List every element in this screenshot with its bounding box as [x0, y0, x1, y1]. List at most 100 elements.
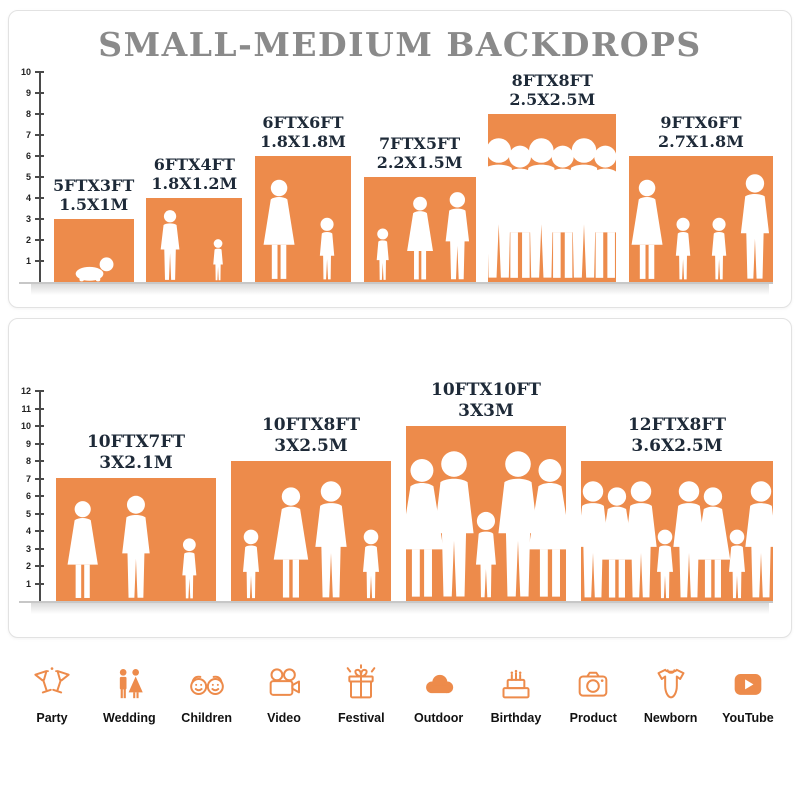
bar-label: 10FTX7FT 3X2.1M	[87, 432, 185, 473]
category-outdoor: Outdoor	[403, 664, 475, 725]
category-birthday: Birthday	[480, 664, 552, 725]
people-silhouettes	[242, 481, 380, 599]
ruler-tick-number: 10	[20, 421, 31, 431]
backdrop-bar	[146, 198, 243, 282]
backdrop-bar	[406, 426, 566, 601]
ruler-tick-number: 8	[25, 109, 31, 119]
ruler-tick: 5	[26, 509, 44, 519]
backdrop-size-infographic: SMALL-MEDIUM BACKDROPS 1 2 3 4 5 6 7 8 9 10 5FTX3…	[0, 10, 800, 725]
category-label: Newborn	[643, 711, 698, 725]
people-silhouettes	[631, 174, 769, 280]
size-m-label: 2.7X1.8M	[658, 131, 744, 151]
ruler-tick-number: 8	[25, 456, 31, 466]
size-ft-label: 8FTX8FT	[511, 70, 593, 90]
category-label: Wedding	[103, 711, 156, 725]
category-label: Outdoor	[413, 711, 464, 725]
ruler-tick: 2	[26, 235, 44, 245]
size-chart-large: 1 2 3 4 5 6 7 8 9 10 11 12 10FTX7FT 3X2.1M 10FTX8FT 3X…	[19, 375, 773, 603]
ruler-tick: 11	[21, 404, 44, 414]
backdrop-7ftx5ft: 7FTX5FT 2.2X1.5M	[363, 134, 476, 282]
ruler-tick-number: 7	[25, 473, 31, 484]
panel-large: 1 2 3 4 5 6 7 8 9 10 11 12 10FTX7FT 3X2.1M 10FTX8FT 3X…	[8, 318, 792, 638]
size-ft-label: 9FTX6FT	[660, 112, 742, 132]
people-silhouettes	[406, 451, 566, 598]
ruler-tick: 7	[26, 474, 44, 484]
bar-label: 7FTX5FT 2.2X1.5M	[377, 134, 463, 172]
backdrop-10ftx7ft: 10FTX7FT 3X2.1M	[56, 432, 216, 601]
backdrop-bar	[254, 156, 351, 282]
bar-label: 10FTX8FT 3X2.5M	[262, 415, 360, 456]
backdrop-10ftx8ft: 10FTX8FT 3X2.5M	[231, 415, 391, 601]
category-label: Festival	[338, 711, 385, 725]
ruler-tick-number: 12	[20, 386, 31, 396]
size-m-label: 3X2.1M	[99, 452, 173, 473]
ruler-tick-number: 6	[25, 151, 31, 161]
ruler-tick-number: 11	[21, 403, 31, 414]
ruler-tick: 6	[26, 151, 44, 161]
ruler-tick: 3	[26, 214, 44, 224]
ruler-tick: 9	[26, 439, 44, 449]
ruler-tick: 3	[26, 544, 44, 554]
size-chart-small-medium: 1 2 3 4 5 6 7 8 9 10 5FTX3FT 1.5X1M 6FTX4FT 1.8X1.2M…	[19, 66, 773, 284]
floor-shadow	[31, 284, 769, 295]
backdrop-bar	[488, 114, 617, 282]
people-silhouettes	[488, 138, 617, 278]
category-product: Product	[557, 664, 629, 725]
size-ft-label: 10FTX8FT	[261, 415, 361, 436]
ruler-tick: 10	[21, 421, 44, 431]
page-title: SMALL-MEDIUM BACKDROPS	[98, 25, 702, 64]
bar-label: 10FTX10FT 3X3M	[431, 380, 541, 421]
backdrop-bar	[53, 219, 134, 282]
backdrop-bar	[628, 156, 773, 282]
backdrop-9ftx6ft: 9FTX6FT 2.7X1.8M	[628, 113, 773, 282]
ruler-tick: 8	[26, 109, 44, 119]
ruler-tick-number: 10	[20, 67, 31, 77]
category-festival: Festival	[325, 664, 397, 725]
category-label: Birthday	[490, 711, 542, 725]
size-m-label: 2.2X1.5M	[376, 152, 463, 172]
ruler-tick-number: 1	[25, 578, 31, 589]
category-party: Party	[16, 664, 88, 725]
ruler-tick-number: 5	[25, 172, 31, 182]
backdrop-5ftx3ft: 5FTX3FT 1.5X1M	[53, 176, 134, 282]
ruler-tick-number: 3	[25, 214, 31, 224]
size-ft-label: 6FTX4FT	[153, 154, 235, 174]
people-silhouettes	[160, 210, 224, 281]
ruler-feet-scale: 1 2 3 4 5 6 7 8 9 10	[19, 67, 44, 282]
party-icon	[34, 667, 70, 694]
ruler-tick-number: 7	[25, 130, 31, 140]
ruler-tick: 9	[26, 88, 44, 98]
category-label: YouTube	[722, 711, 774, 725]
bar-label: 9FTX6FT 2.7X1.8M	[658, 113, 744, 151]
ruler-tick: 12	[21, 386, 44, 396]
size-ft-label: 7FTX5FT	[379, 133, 461, 153]
ruler-feet-scale: 1 2 3 4 5 6 7 8 9 10 11 12	[19, 386, 44, 601]
size-ft-label: 5FTX3FT	[53, 175, 135, 195]
category-label: Video	[267, 711, 301, 725]
category-video: Video	[248, 664, 320, 725]
size-m-label: 3.6X2.5M	[631, 435, 723, 456]
ruler-tick-number: 4	[25, 526, 31, 536]
outdoor-icon	[425, 674, 453, 694]
category-wedding: Wedding	[93, 664, 165, 725]
ruler-tick-number: 2	[25, 561, 31, 571]
bar-label: 5FTX3FT 1.5X1M	[53, 176, 134, 214]
size-ft-label: 6FTX6FT	[262, 112, 344, 132]
size-ft-label: 12FTX8FT	[627, 415, 727, 436]
ruler-tick: 2	[26, 561, 44, 571]
ruler-tick-number: 5	[25, 508, 31, 519]
category-label: Party	[36, 711, 68, 725]
bar-label: 6FTX6FT 1.8X1.8M	[260, 113, 346, 151]
wedding-icon	[120, 669, 144, 699]
category-newborn: Newborn	[635, 664, 707, 725]
backdrop-bar	[581, 461, 773, 601]
ruler-tick: 1	[26, 256, 44, 266]
backdrop-6ftx6ft: 6FTX6FT 1.8X1.8M	[254, 113, 351, 282]
people-silhouettes	[263, 179, 335, 280]
floor-shadow	[31, 603, 769, 614]
backdrop-10ftx10ft: 10FTX10FT 3X3M	[406, 380, 566, 601]
ruler-tick-number: 2	[25, 235, 31, 245]
youtube-icon	[734, 674, 762, 695]
ruler-tick-number: 4	[25, 193, 31, 203]
category-children: Children	[171, 664, 243, 725]
